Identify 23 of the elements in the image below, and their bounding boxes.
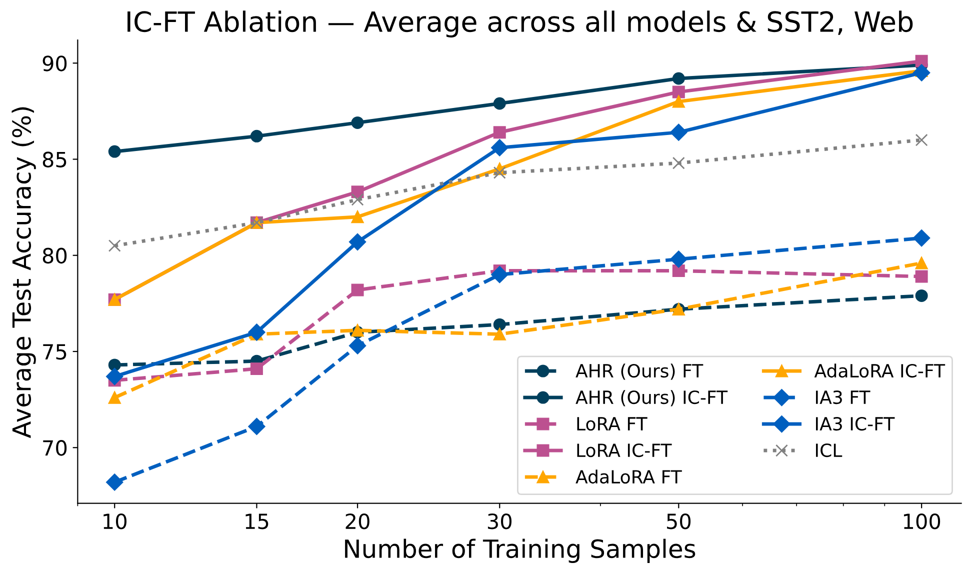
x-tick-label: 10: [104, 513, 126, 530]
x-tick-label: 30: [488, 513, 512, 530]
y-tick-label: 75: [43, 344, 66, 360]
legend-label: LoRA FT: [577, 417, 648, 431]
legend-label: AHR (Ours) FT: [576, 364, 704, 380]
x-tick-label: 100: [904, 513, 940, 530]
y-tick-label: 85: [42, 152, 66, 168]
x-tick-label: 20: [346, 513, 370, 530]
y-tick-label: 70: [43, 440, 67, 456]
y-tick-label: 90: [42, 56, 67, 72]
x-tick-label: 50: [667, 513, 691, 530]
chart-title: IC-FT Ablation — Average across all models & SST2, Web: [128, 10, 913, 38]
y-tick-label: 80: [42, 248, 67, 264]
legend-label: AHR (Ours) IC-FT: [576, 390, 728, 406]
x-axis-title: Number of Training Samples: [345, 538, 696, 563]
legend-label: LoRA IC-FT: [577, 443, 672, 458]
legend-label: AdaLoRA IC-FT: [814, 364, 946, 378]
y-axis-title: Average Test Accuracy (%): [12, 107, 36, 438]
x-tick-label: 15: [246, 514, 268, 530]
legend-label: ICL: [816, 443, 842, 458]
legend-label: AdaLoRA FT: [576, 470, 682, 484]
legend-label: IA3 IC-FT: [816, 416, 895, 431]
legend-label: IA3 FT: [816, 390, 870, 404]
